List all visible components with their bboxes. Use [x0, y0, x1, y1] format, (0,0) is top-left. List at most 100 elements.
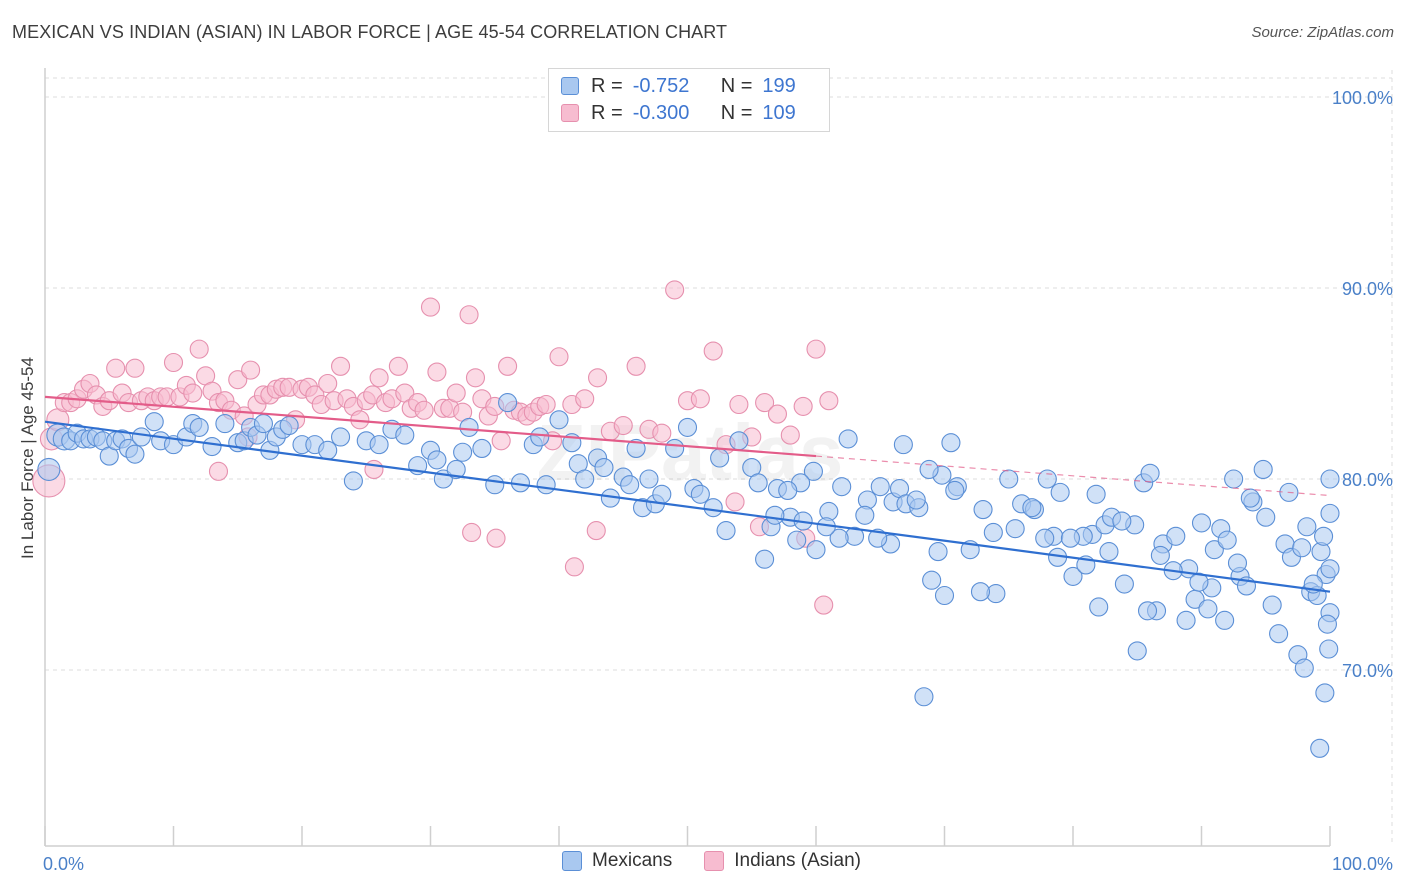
mexicans-points	[37, 393, 1340, 758]
mexicans-point	[626, 438, 646, 458]
mexicans-point	[1217, 530, 1237, 550]
indians-point	[183, 383, 203, 403]
indians-point	[564, 557, 584, 577]
indians-point	[613, 415, 633, 436]
mexicans-point	[787, 530, 807, 550]
mexicans-point	[1037, 469, 1057, 489]
mexicans-point	[485, 475, 505, 495]
legend-swatch-indians	[561, 104, 579, 122]
mexicans-point	[369, 435, 389, 455]
mexicans-point	[1253, 459, 1273, 480]
mexicans-point	[1320, 559, 1340, 579]
mexicans-point	[1294, 658, 1314, 678]
mexicans-point	[1314, 526, 1334, 546]
indians-point	[189, 339, 209, 359]
mexicans-point	[498, 393, 518, 413]
mexicans-point	[729, 431, 749, 451]
legend-item-indians[interactable]: Indians (Asian)	[704, 850, 861, 872]
mexicans-point	[919, 459, 939, 480]
legend-n-value: 199	[762, 74, 796, 97]
legend-n-label: N =	[720, 101, 753, 124]
indians-point	[414, 400, 434, 420]
mexicans-point	[703, 498, 723, 518]
mexicans-trend-line	[44, 420, 1331, 593]
indians-point	[106, 358, 126, 378]
y-tick-label: 80.0%	[1342, 470, 1393, 490]
y-tick-label: 70.0%	[1342, 661, 1393, 681]
chart-title: MEXICAN VS INDIAN (ASIAN) IN LABOR FORCE…	[12, 22, 728, 42]
mexicans-point	[343, 471, 363, 491]
mexicans-point	[125, 444, 145, 464]
y-tick-label: 100.0%	[1332, 88, 1393, 108]
indians-point	[690, 389, 710, 409]
legend-row-indians: R = -0.300 N = 109	[561, 100, 796, 126]
mexicans-point	[215, 414, 235, 434]
mexicans-point	[37, 457, 61, 482]
mexicans-point	[1317, 614, 1337, 634]
indians-point	[369, 368, 389, 388]
indians-point	[819, 391, 839, 411]
mexicans-point	[829, 528, 849, 548]
indians-trend-line	[44, 395, 817, 458]
mexicans-point	[594, 457, 614, 478]
trend-lines	[44, 395, 1331, 593]
mexicans-point	[1114, 574, 1134, 594]
indians-point	[364, 459, 384, 480]
mexicans-point	[1150, 545, 1170, 565]
legend-row-mexicans: R = -0.752 N = 199	[561, 73, 796, 99]
mexicans-point	[1224, 469, 1244, 489]
legend-swatch-indians	[704, 851, 725, 871]
mexicans-point	[1050, 482, 1070, 502]
legend-label-indians: Indians (Asian)	[734, 850, 861, 871]
indians-point	[729, 394, 749, 415]
mexicans-point	[1022, 498, 1042, 518]
mexicans-point	[868, 528, 888, 548]
mexicans-point	[716, 521, 736, 541]
mexicans-point	[131, 427, 151, 447]
indians-point	[780, 425, 800, 445]
mexicans-point	[1127, 641, 1147, 661]
mexicans-point	[748, 473, 768, 493]
mexicans-point	[999, 469, 1019, 489]
indians-point	[587, 368, 608, 388]
mexicans-point	[472, 438, 492, 458]
mexicans-point	[922, 570, 942, 590]
mexicans-point	[1256, 507, 1276, 527]
x-tick-labels: 0.0% 100.0%	[43, 854, 1393, 874]
indians-point	[665, 280, 685, 300]
mexicans-point	[1198, 599, 1218, 619]
mexicans-point	[893, 435, 913, 455]
mexicans-point	[1137, 601, 1158, 621]
mexicans-point	[665, 438, 685, 458]
mexicans-point	[973, 500, 993, 520]
legend-r-label: R =	[591, 101, 623, 124]
indians-point	[652, 423, 672, 443]
indians-point	[228, 370, 248, 390]
mexicans-point	[1262, 595, 1282, 615]
mexicans-point	[318, 440, 338, 460]
indians-point	[703, 341, 723, 361]
indians-point	[536, 394, 556, 415]
indians-point	[459, 305, 479, 325]
mexicans-point	[1035, 528, 1055, 548]
indians-point	[806, 339, 826, 359]
mexicans-point	[202, 436, 222, 457]
mexicans-point	[446, 459, 466, 480]
series-legend: Mexicans Indians (Asian)	[562, 850, 893, 872]
mexicans-point	[855, 505, 875, 525]
mexicans-point	[330, 427, 351, 447]
mexicans-point	[1227, 553, 1248, 573]
mexicans-point	[1166, 526, 1186, 546]
mexicans-point	[620, 475, 640, 495]
legend-label-mexicans: Mexicans	[592, 850, 673, 871]
legend-r-value: -0.752	[632, 74, 690, 97]
mexicans-point	[1063, 566, 1083, 586]
indians-point	[241, 360, 261, 380]
legend-item-mexicans[interactable]: Mexicans	[562, 850, 672, 872]
mexicans-point	[710, 448, 730, 468]
mexicans-point	[970, 582, 991, 602]
mexicans-point	[677, 417, 698, 437]
mexicans-point	[934, 585, 955, 606]
mexicans-point	[639, 469, 659, 489]
